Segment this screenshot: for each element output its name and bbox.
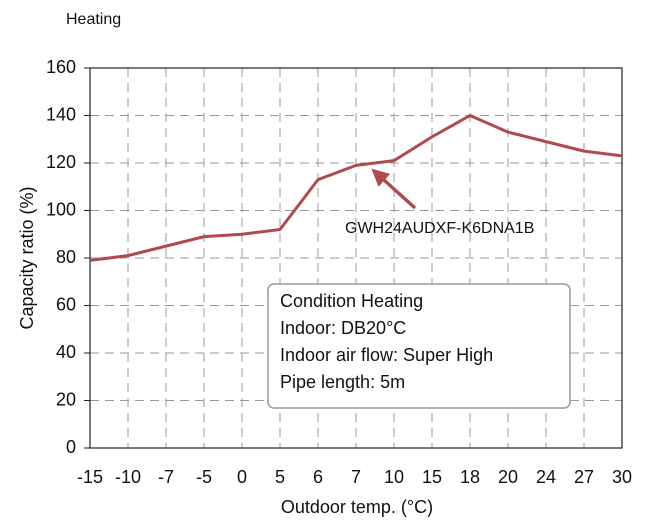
series-annotation: GWH24AUDXF-K6DNA1B <box>345 220 534 237</box>
y-tick-label: 100 <box>46 199 76 219</box>
annotation-box <box>267 283 571 409</box>
x-tick-label: 24 <box>536 467 556 487</box>
annotation-line: Condition Heating <box>280 291 423 311</box>
x-axis-label: Outdoor temp. (°C) <box>281 497 433 517</box>
chart-title: Heating <box>66 11 121 28</box>
x-tick-label: 30 <box>612 467 632 487</box>
x-tick-label: 0 <box>237 467 247 487</box>
x-tick-label: 27 <box>574 467 594 487</box>
data-line <box>89 114 623 262</box>
annotation-arrow <box>371 168 417 210</box>
plot-frame <box>89 67 623 449</box>
y-tick-label: 140 <box>46 104 76 124</box>
x-tick-label: 6 <box>313 467 323 487</box>
x-tick-label: 7 <box>351 467 361 487</box>
y-tick-label: 120 <box>46 152 76 172</box>
x-tick-label: -10 <box>115 467 141 487</box>
x-tick-label: -5 <box>196 467 212 487</box>
x-tick-label: -15 <box>77 467 103 487</box>
x-tick-label: 5 <box>275 467 285 487</box>
x-tick-label: 15 <box>422 467 442 487</box>
x-tick-label: 10 <box>384 467 404 487</box>
annotation-line: Indoor: DB20°C <box>280 318 406 338</box>
y-tick-label: 60 <box>56 294 76 314</box>
x-tick-label: 20 <box>498 467 518 487</box>
annotation-line: Pipe length: 5m <box>280 372 405 392</box>
annotation-line: Indoor air flow: Super High <box>280 345 493 365</box>
y-tick-label: 80 <box>56 247 76 267</box>
y-tick-label: 160 <box>46 57 76 77</box>
x-tick-label: -7 <box>158 467 174 487</box>
y-tick-label: 0 <box>66 437 76 457</box>
x-tick-label: 18 <box>460 467 480 487</box>
y-tick-label: 20 <box>56 389 76 409</box>
y-axis-label: Capacity ratio (%) <box>17 186 37 329</box>
y-tick-label: 40 <box>56 342 76 362</box>
